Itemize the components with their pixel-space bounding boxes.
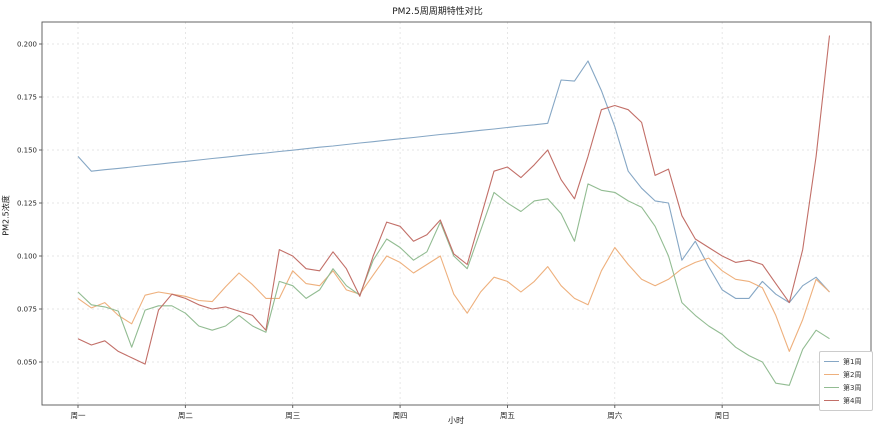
week3-line-swatch: [824, 386, 839, 389]
y-tick-label: 0.200: [17, 41, 37, 49]
y-tick-label: 0.100: [17, 253, 37, 261]
legend-label: 第1周: [843, 357, 862, 366]
y-tick-label: 0.150: [17, 147, 37, 155]
x-tick-label: 周六: [607, 410, 622, 420]
x-tick-label: 周三: [285, 411, 300, 420]
chart-title: PM2.5周周期特性对比: [392, 7, 483, 17]
series-line-week-3: [77, 183, 830, 386]
y-axis-title: PM2.5浓度: [1, 195, 11, 236]
y-tick-label: 0.075: [17, 306, 37, 314]
legend-item-week2: 第2周: [824, 368, 868, 381]
week1-line-swatch: [824, 360, 839, 363]
series-line-week-4: [77, 35, 831, 365]
y-tick-label: 0.125: [17, 200, 37, 208]
x-tick-label: 周二: [178, 411, 193, 420]
legend-item-week4: 第4周: [824, 394, 868, 407]
series-line-week-1: [77, 60, 830, 304]
legend-item-week3: 第3周: [824, 381, 868, 394]
week2-line-swatch: [824, 373, 839, 376]
y-tick-label: 0.175: [17, 94, 37, 102]
legend-label: 第3周: [843, 383, 862, 392]
week4-line-swatch: [824, 399, 839, 402]
x-tick-label: 周四: [393, 411, 408, 420]
x-tick-label: 周五: [500, 411, 515, 420]
series-line-week-2: [77, 246, 830, 352]
x-tick-label: 周日: [715, 411, 730, 420]
x-tick-label: 周一: [71, 411, 86, 420]
y-tick-label: 0.050: [17, 359, 37, 367]
x-axis-title: 小时: [448, 416, 464, 425]
legend-label: 第4周: [843, 396, 862, 405]
legend-item-week1: 第1周: [824, 355, 868, 368]
legend-label: 第2周: [843, 370, 862, 379]
legend: 第1周 第2周 第3周 第4周: [819, 351, 873, 411]
plot-border: [41, 21, 872, 406]
